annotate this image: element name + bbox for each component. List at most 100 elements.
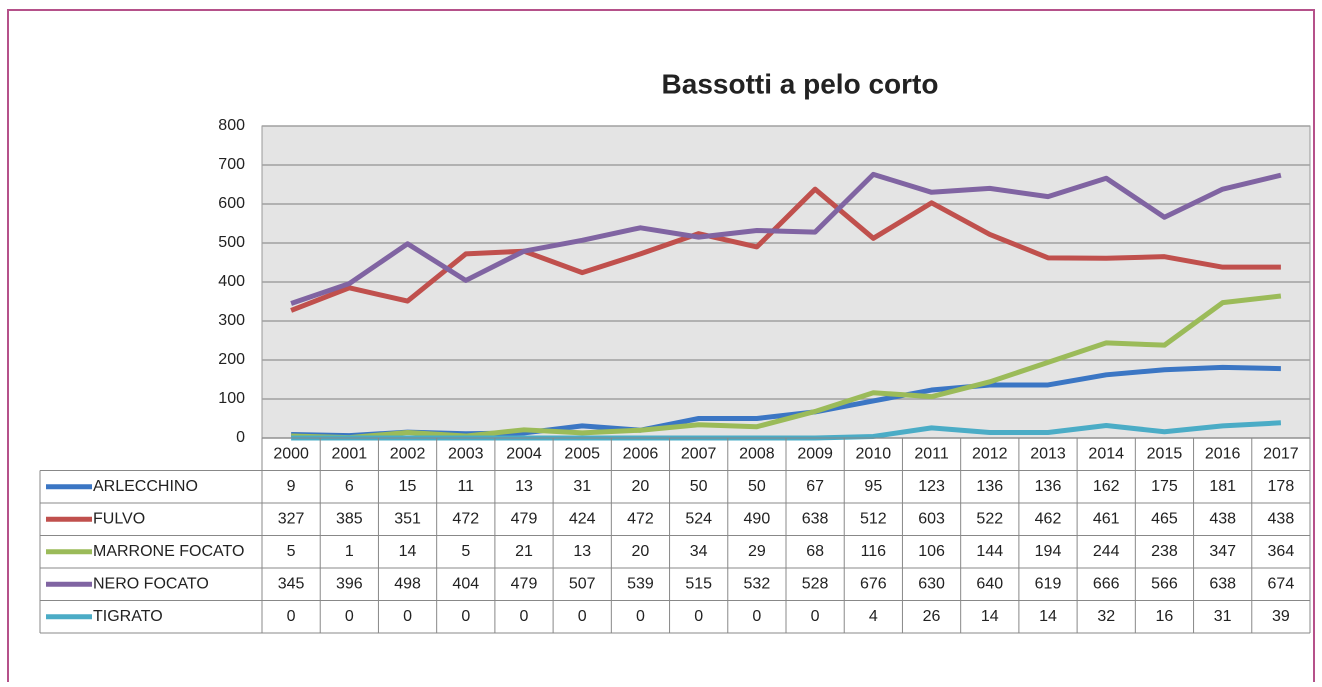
table-value: 351 [394, 510, 421, 527]
table-value: 16 [1156, 608, 1174, 625]
y-tick-label: 400 [218, 273, 245, 290]
x-tick-label: 2005 [564, 445, 600, 462]
table-value: 438 [1268, 510, 1295, 527]
table-value: 32 [1097, 608, 1115, 625]
table-value: 5 [461, 543, 470, 560]
table-value: 136 [1035, 478, 1062, 495]
table-value: 95 [864, 478, 882, 495]
table-value: 0 [578, 608, 587, 625]
y-tick-label: 100 [218, 390, 245, 407]
table-value: 0 [520, 608, 529, 625]
table-value: 461 [1093, 510, 1120, 527]
table-value: 638 [802, 510, 829, 527]
table-value: 14 [1039, 608, 1057, 625]
table-value: 522 [976, 510, 1003, 527]
table-value: 67 [806, 478, 824, 495]
table-value: 666 [1093, 575, 1120, 592]
table-value: 136 [976, 478, 1003, 495]
table-value: 528 [802, 575, 829, 592]
x-tick-label: 2009 [797, 445, 833, 462]
table-value: 0 [287, 608, 296, 625]
table-value: 13 [515, 478, 533, 495]
table-value: 14 [399, 543, 417, 560]
table-value: 11 [457, 478, 474, 495]
table-value: 0 [636, 608, 645, 625]
x-tick-label: 2002 [390, 445, 426, 462]
x-tick-label: 2001 [332, 445, 368, 462]
table-value: 31 [1214, 608, 1232, 625]
table-value: 144 [976, 543, 1003, 560]
table-value: 181 [1209, 478, 1236, 495]
legend-label: NERO FOCATO [93, 575, 209, 592]
y-tick-label: 200 [218, 351, 245, 368]
table-value: 490 [744, 510, 771, 527]
x-tick-label: 2014 [1088, 445, 1124, 462]
table-value: 175 [1151, 478, 1178, 495]
table-value: 327 [278, 510, 305, 527]
table-value: 347 [1209, 543, 1236, 560]
x-tick-label: 2015 [1147, 445, 1183, 462]
table-value: 194 [1035, 543, 1062, 560]
x-tick-label: 2010 [856, 445, 892, 462]
table-value: 676 [860, 575, 887, 592]
table-value: 524 [685, 510, 712, 527]
table-value: 4 [869, 608, 878, 625]
table-value: 31 [573, 478, 591, 495]
table-value: 50 [690, 478, 708, 495]
table-value: 479 [511, 510, 538, 527]
y-tick-label: 800 [218, 117, 245, 134]
table-value: 244 [1093, 543, 1120, 560]
table-value: 15 [399, 478, 417, 495]
table-value: 1 [345, 543, 354, 560]
table-value: 238 [1151, 543, 1178, 560]
table-value: 34 [690, 543, 708, 560]
series-line [290, 186, 1281, 313]
table-value: 539 [627, 575, 654, 592]
table-value: 20 [632, 478, 650, 495]
x-tick-label: 2016 [1205, 445, 1241, 462]
table-value: 0 [752, 608, 761, 625]
table-value: 638 [1209, 575, 1236, 592]
x-tick-label: 2011 [914, 445, 949, 462]
table-value: 345 [278, 575, 305, 592]
table-value: 515 [685, 575, 712, 592]
table-value: 438 [1209, 510, 1236, 527]
table-value: 630 [918, 575, 945, 592]
table-value: 68 [806, 543, 824, 560]
table-value: 9 [287, 478, 296, 495]
table-value: 472 [452, 510, 479, 527]
table-value: 532 [744, 575, 771, 592]
series-line [290, 171, 1282, 306]
table-value: 364 [1268, 543, 1295, 560]
y-tick-label: 600 [218, 195, 245, 212]
table-value: 162 [1093, 478, 1120, 495]
x-tick-label: 2000 [273, 445, 309, 462]
table-value: 0 [461, 608, 470, 625]
table-value: 566 [1151, 575, 1178, 592]
table-value: 619 [1035, 575, 1062, 592]
table-value: 14 [981, 608, 999, 625]
y-tick-label: 0 [236, 429, 245, 446]
table-value: 50 [748, 478, 766, 495]
table-value: 498 [394, 575, 421, 592]
y-tick-label: 700 [218, 156, 245, 173]
y-tick-label: 500 [218, 234, 245, 251]
x-tick-label: 2013 [1030, 445, 1066, 462]
x-tick-label: 2006 [623, 445, 659, 462]
table-value: 5 [287, 543, 296, 560]
x-tick-label: 2004 [506, 445, 542, 462]
table-value: 26 [923, 608, 941, 625]
table-value: 472 [627, 510, 654, 527]
legend-label: ARLECCHINO [93, 478, 198, 495]
table-value: 116 [861, 543, 887, 560]
table-value: 385 [336, 510, 363, 527]
table-value: 29 [748, 543, 766, 560]
table-value: 0 [403, 608, 412, 625]
table-value: 479 [511, 575, 538, 592]
x-tick-label: 2007 [681, 445, 717, 462]
x-tick-label: 2012 [972, 445, 1008, 462]
table-value: 13 [573, 543, 591, 560]
table-value: 39 [1272, 608, 1290, 625]
x-tick-label: 2017 [1263, 445, 1299, 462]
